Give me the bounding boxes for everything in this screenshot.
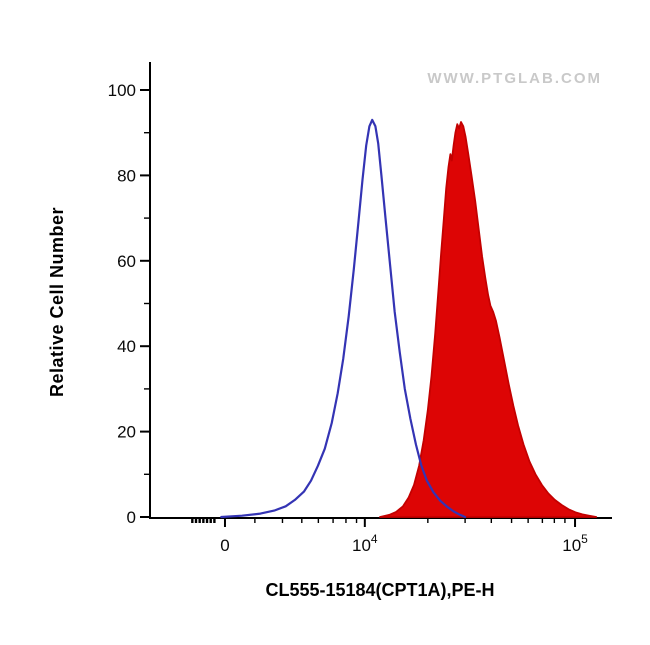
y-tick-label: 40 [117,337,136,356]
y-tick-label: 20 [117,423,136,442]
y-tick-label: 60 [117,252,136,271]
y-axis-title: Relative Cell Number [47,206,67,398]
x-axis-title: CL555-15184(CPT1A),PE-H [265,580,495,600]
y-tick-label: 0 [127,508,136,527]
red-filled-histogram-curve [379,121,598,518]
x-tick-label: 0 [220,536,229,555]
y-tick-label: 80 [117,166,136,185]
blue-open-histogram-curve [220,118,467,519]
x-tick-label: 105 [562,532,588,555]
watermark: WWW.PTGLAB.COM [427,70,602,87]
x-tick-label: 104 [352,532,378,555]
y-tick-label: 100 [108,81,136,100]
